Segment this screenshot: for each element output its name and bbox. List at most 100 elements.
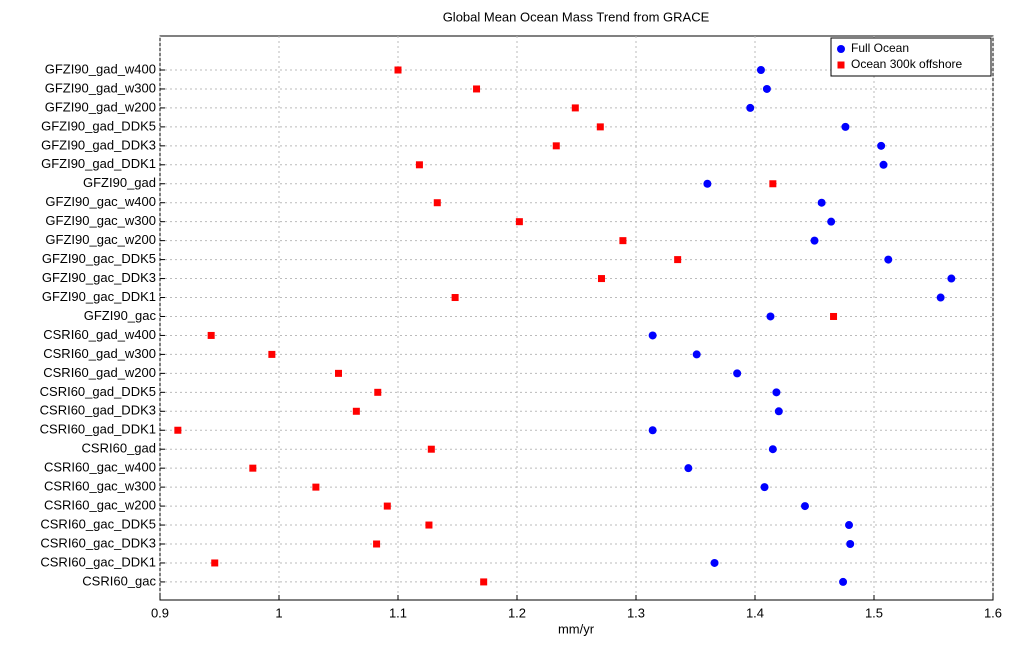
- marker: [433, 199, 441, 207]
- marker: [619, 237, 627, 245]
- marker: [648, 426, 657, 435]
- marker: [846, 540, 855, 548]
- y-tick-label: GFZI90_gac_DDK1: [42, 289, 156, 304]
- marker: [415, 161, 423, 169]
- x-tick-label: 0.9: [151, 605, 169, 620]
- marker: [839, 577, 848, 586]
- y-tick-label: GFZI90_gac_w300: [45, 213, 156, 228]
- marker: [845, 521, 854, 530]
- marker: [597, 275, 605, 283]
- marker: [884, 255, 893, 264]
- y-tick-label: CSRI60_gad_DDK1: [40, 422, 156, 437]
- marker: [312, 483, 320, 491]
- marker: [879, 160, 888, 169]
- marker: [800, 502, 809, 511]
- y-tick-label: CSRI60_gad_DDK3: [40, 403, 156, 418]
- marker: [766, 312, 775, 321]
- y-tick-label: CSRI60_gad: [82, 441, 156, 456]
- x-tick-label: 1.2: [508, 605, 526, 620]
- x-tick-label: 1.4: [746, 605, 764, 620]
- x-tick-label: 1.6: [984, 605, 1002, 620]
- marker: [703, 179, 712, 188]
- marker: [772, 388, 781, 397]
- marker: [830, 312, 838, 320]
- marker: [710, 558, 719, 567]
- marker: [774, 407, 783, 416]
- marker: [768, 445, 777, 454]
- y-tick-label: GFZI90_gad_DDK3: [41, 137, 156, 152]
- marker: [207, 331, 215, 339]
- marker: [769, 180, 777, 188]
- x-tick-label: 1.5: [865, 605, 883, 620]
- marker: [383, 502, 391, 510]
- y-tick-label: CSRI60_gad_DDK5: [40, 384, 156, 399]
- marker: [268, 350, 276, 358]
- marker: [936, 293, 945, 302]
- y-tick-label: CSRI60_gac_w200: [44, 498, 156, 513]
- y-tick-label: GFZI90_gac_DDK3: [42, 270, 156, 285]
- marker: [352, 407, 360, 415]
- marker: [211, 559, 219, 567]
- marker: [335, 369, 342, 377]
- marker: [817, 198, 826, 207]
- y-tick-label: GFZI90_gad_w400: [45, 61, 156, 76]
- marker: [427, 445, 435, 453]
- chart-title: Global Mean Ocean Mass Trend from GRACE: [443, 9, 710, 24]
- y-tick-label: GFZI90_gac_w200: [45, 232, 156, 247]
- marker: [473, 85, 481, 93]
- marker: [674, 256, 682, 264]
- x-tick-label: 1.3: [627, 605, 645, 620]
- y-tick-label: GFZI90_gac_w400: [45, 194, 156, 209]
- marker: [596, 123, 604, 131]
- marker: [692, 350, 701, 359]
- marker: [373, 540, 381, 548]
- y-tick-label: GFZI90_gac: [84, 308, 157, 323]
- marker: [425, 521, 433, 529]
- y-tick-label: CSRI60_gad_w200: [43, 365, 156, 380]
- marker: [746, 103, 755, 112]
- marker: [515, 218, 523, 226]
- legend-label: Ocean 300k offshore: [851, 57, 963, 71]
- marker: [571, 104, 579, 112]
- marker: [877, 141, 886, 150]
- x-tick-label: 1.1: [389, 605, 407, 620]
- marker: [394, 66, 402, 74]
- marker: [837, 45, 845, 53]
- marker: [762, 84, 771, 93]
- marker: [841, 122, 850, 131]
- y-tick-label: GFZI90_gad_w300: [45, 80, 156, 95]
- marker: [648, 331, 657, 340]
- x-axis-label: mm/yr: [558, 621, 595, 636]
- y-tick-label: GFZI90_gad_DDK1: [41, 156, 156, 171]
- marker: [827, 217, 836, 226]
- marker: [552, 142, 560, 150]
- y-tick-label: GFZI90_gad_DDK5: [41, 118, 156, 133]
- y-tick-label: GFZI90_gad: [83, 175, 156, 190]
- marker: [947, 274, 956, 283]
- legend-label: Full Ocean: [851, 41, 909, 55]
- y-tick-label: CSRI60_gac_DDK3: [40, 535, 156, 550]
- legend-box: [830, 37, 992, 77]
- marker: [837, 61, 845, 69]
- x-tick-label: 1: [275, 605, 282, 620]
- y-tick-label: CSRI60_gac_w400: [44, 460, 156, 475]
- y-tick-label: CSRI60_gac_DDK1: [40, 554, 156, 569]
- y-tick-label: CSRI60_gac_DDK5: [40, 516, 156, 531]
- y-tick-label: CSRI60_gac_w300: [44, 479, 156, 494]
- y-tick-label: CSRI60_gad_w400: [43, 327, 156, 342]
- marker: [684, 464, 693, 473]
- marker: [174, 426, 182, 434]
- y-tick-label: CSRI60_gad_w300: [43, 346, 156, 361]
- y-tick-label: GFZI90_gac_DDK5: [42, 251, 156, 266]
- marker: [480, 578, 488, 586]
- marker: [374, 388, 382, 396]
- marker: [810, 236, 819, 245]
- marker: [249, 464, 257, 472]
- marker: [451, 294, 459, 302]
- y-tick-label: GFZI90_gad_w200: [45, 99, 156, 114]
- marker: [756, 66, 765, 74]
- marker: [733, 369, 742, 378]
- y-tick-label: CSRI60_gac: [82, 573, 156, 588]
- plot-area: [159, 35, 994, 601]
